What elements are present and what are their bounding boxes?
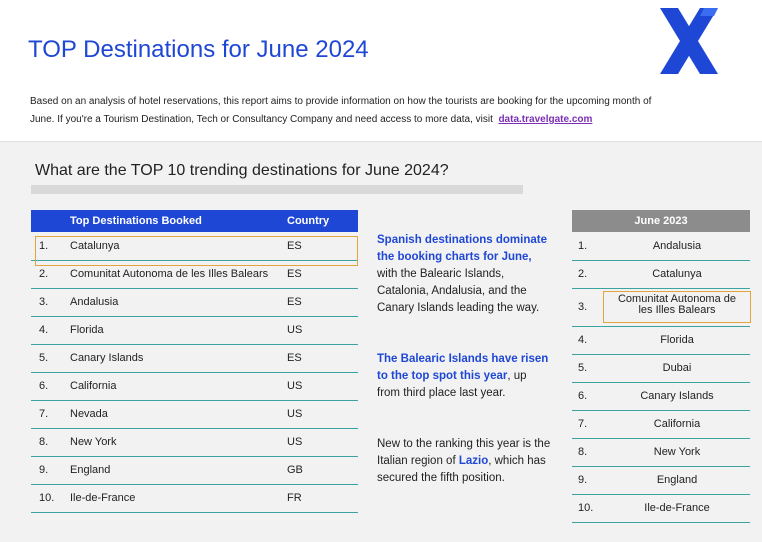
note-spanish-dominate: Spanish destinations dominate the bookin… [377, 232, 552, 317]
note-2-text: , up from third place last year. [377, 370, 527, 399]
row-country: US [287, 324, 303, 336]
table-row: 5. Dubai [572, 354, 750, 383]
row-destination: Dubai [662, 362, 692, 374]
data-link[interactable]: data.travelgate.com [498, 114, 593, 125]
row-destination: California [653, 418, 701, 430]
table-row: 6. California US [31, 372, 358, 401]
question-underline-bar [31, 185, 523, 194]
table-row: 10. Ile-de-France FR [31, 484, 358, 513]
note-2-bold: The Balearic Islands have risen to the t… [377, 353, 549, 382]
table-row: 10. Ile-de-France [572, 494, 750, 523]
report-description: Based on an analysis of hotel reservatio… [30, 93, 670, 129]
table-header: Top Destinations Booked Country [31, 210, 358, 232]
row-rank: 7. [39, 408, 49, 420]
row-rank: 5. [39, 352, 49, 364]
note-1-bold: Spanish destinations dominate the bookin… [377, 234, 547, 263]
row-destination: California [70, 380, 117, 392]
description-text: Based on an analysis of hotel reservatio… [30, 96, 652, 125]
row-country: ES [287, 352, 302, 364]
row-rank: 9. [39, 464, 49, 476]
row-rank: 10. [39, 492, 55, 504]
row-destination: New York [70, 436, 117, 448]
row-rank: 10. [578, 502, 594, 514]
note-lazio-new: New to the ranking this year is the Ital… [377, 436, 552, 487]
row-destination: Comunitat Autonoma de les Illes Balears [603, 294, 751, 316]
note-3-bold: Lazio [458, 455, 489, 467]
row-destination-line-1: Comunitat Autonoma de [617, 293, 737, 305]
row-rank: 1. [39, 240, 49, 252]
table-row: 1. Catalunya ES [31, 232, 358, 261]
row-rank: 1. [578, 240, 588, 252]
table-row: 5. Canary Islands ES [31, 344, 358, 373]
row-destination: New York [653, 446, 701, 458]
table-row: 3. Andalusia ES [31, 288, 358, 317]
row-destination: Canary Islands [70, 352, 144, 364]
row-destination: Catalunya [652, 268, 702, 280]
note-balearic-top: The Balearic Islands have risen to the t… [377, 351, 552, 402]
table-row: 7. Nevada US [31, 400, 358, 429]
row-destination: Nevada [70, 408, 108, 420]
row-destination: Florida [70, 324, 104, 336]
section-question: What are the TOP 10 trending destination… [35, 162, 449, 179]
row-country: ES [287, 296, 302, 308]
table-row: 4. Florida US [31, 316, 358, 345]
table-row: 8. New York [572, 438, 750, 467]
row-rank: 4. [39, 324, 49, 336]
row-rank: 3. [39, 296, 49, 308]
row-destination: Ile-de-France [70, 492, 136, 504]
row-rank: 5. [578, 362, 588, 374]
row-country: US [287, 380, 303, 392]
row-country: US [287, 408, 303, 420]
report-header: TOP Destinations for June 2024 Based on … [0, 0, 762, 141]
table-row: 7. California [572, 410, 750, 439]
x-logo-icon [660, 8, 718, 74]
row-destination: England [70, 464, 111, 476]
row-country: FR [287, 492, 302, 504]
row-rank: 2. [578, 268, 588, 280]
row-rank: 8. [39, 436, 49, 448]
highlight-box-balearic-2023 [603, 291, 751, 323]
row-rank: 6. [39, 380, 49, 392]
table-row: 8. New York US [31, 428, 358, 457]
page-title: TOP Destinations for June 2024 [28, 36, 369, 63]
table-row: 4. Florida [572, 326, 750, 355]
note-3-text-b: , which has secured the fifth position. [377, 455, 546, 484]
row-country: ES [287, 240, 302, 252]
row-destination: Canary Islands [640, 390, 714, 402]
row-rank: 3. [578, 301, 588, 313]
row-country: GB [287, 464, 303, 476]
row-rank: 9. [578, 474, 588, 486]
row-rank: 6. [578, 390, 588, 402]
table-row: 2. Catalunya [572, 260, 750, 289]
row-destination: England [656, 474, 698, 486]
note-1-text: with the Balearic Islands, Catalonia, An… [377, 268, 540, 314]
table-header-2023: June 2023 [572, 210, 750, 232]
row-destination: Florida [660, 334, 694, 346]
note-3-text-a: New to the ranking this year is the Ital… [377, 438, 551, 467]
table-row: 9. England GB [31, 456, 358, 485]
col-header-country: Country [287, 215, 330, 227]
row-destination: Andalusia [652, 240, 702, 252]
report-content: What are the TOP 10 trending destination… [0, 141, 762, 542]
table-row: 3. Comunitat Autonoma de les Illes Balears [572, 288, 751, 327]
table-row: 6. Canary Islands [572, 382, 750, 411]
col-header-june-2023: June 2023 [634, 215, 688, 227]
row-rank: 7. [578, 418, 588, 430]
highlight-box-top-destination [35, 236, 358, 266]
row-destination-line-2: les Illes Balears [638, 304, 716, 316]
table-row: 9. England [572, 466, 750, 495]
col-header-destination: Top Destinations Booked [70, 215, 202, 227]
row-country: ES [287, 268, 302, 280]
row-country: US [287, 436, 303, 448]
row-rank: 8. [578, 446, 588, 458]
row-destination: Catalunya [70, 240, 120, 252]
row-rank: 2. [39, 268, 49, 280]
table-row: 2. Comunitat Autonoma de les Illes Balear… [31, 260, 358, 289]
row-rank: 4. [578, 334, 588, 346]
row-destination: Andalusia [70, 296, 119, 308]
row-destination: Ile-de-France [644, 502, 710, 514]
row-destination: Comunitat Autonoma de les Illes Balears [70, 268, 269, 280]
table-row: 1. Andalusia [572, 232, 750, 261]
